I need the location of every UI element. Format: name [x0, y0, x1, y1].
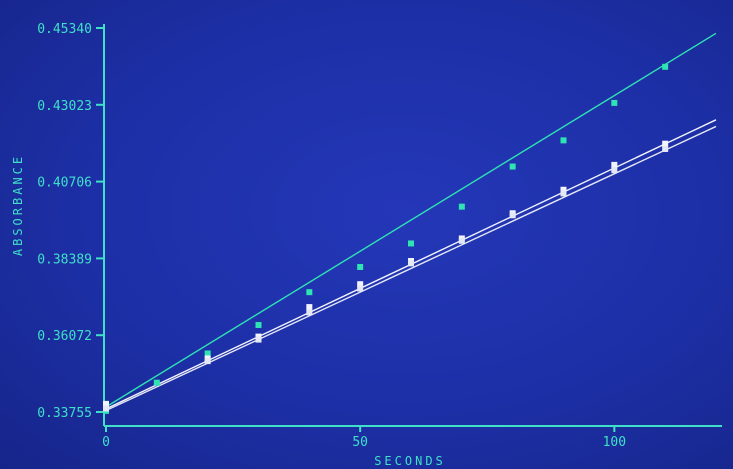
data-points — [103, 63, 669, 414]
series-3-point — [204, 358, 211, 365]
y-axis-ticks: 0.33755 0.36072 0.38389 0.40706 0.43023 0.453… — [37, 22, 104, 421]
series-1-point — [611, 99, 618, 106]
y-tick-label: 0.33755 — [37, 406, 92, 421]
series-3-point — [662, 145, 669, 152]
series-1-point — [662, 63, 669, 70]
series-1-point — [458, 203, 465, 210]
series-1-point — [306, 289, 313, 296]
series-3-point — [509, 212, 516, 219]
series-3-point — [306, 309, 313, 316]
series-1-point — [204, 350, 211, 357]
y-axis-title: ABSORBANCE — [11, 154, 25, 256]
x-tick-label: 0 — [102, 435, 110, 450]
y-tick-label: 0.45340 — [37, 22, 92, 37]
series-1-point — [357, 263, 364, 270]
series-1-point — [509, 163, 516, 170]
series-1-point — [560, 137, 567, 144]
x-axis-ticks: 0 50 100 — [102, 426, 626, 450]
chart-axes — [103, 24, 722, 427]
y-tick-label: 0.40706 — [37, 176, 92, 191]
series-2-point — [103, 400, 109, 407]
y-tick-label: 0.36072 — [37, 329, 92, 344]
series-1-point — [255, 321, 262, 328]
series-1-point — [408, 240, 414, 247]
series-3-point — [103, 405, 109, 412]
series-3-fit-line — [105, 125, 717, 412]
fit-lines — [105, 32, 717, 412]
y-tick-label: 0.38389 — [37, 252, 92, 267]
series-1-fit-line — [105, 32, 717, 408]
series-3-point — [357, 285, 364, 292]
series-2-point — [357, 281, 364, 288]
series-3-point — [458, 237, 465, 244]
x-axis-title: SECONDS — [374, 454, 446, 468]
series-3-point — [611, 167, 618, 174]
series-1-point — [153, 379, 160, 386]
series-2-point — [611, 161, 618, 168]
series-3-point — [408, 260, 414, 267]
x-tick-label: 50 — [352, 435, 368, 450]
x-tick-label: 100 — [603, 435, 626, 450]
series-3-point — [560, 190, 567, 197]
series-2-point — [662, 140, 669, 147]
y-tick-label: 0.43023 — [37, 99, 92, 114]
series-2-point — [306, 304, 313, 311]
series-2-point — [560, 186, 567, 193]
series-3-point — [255, 336, 262, 343]
